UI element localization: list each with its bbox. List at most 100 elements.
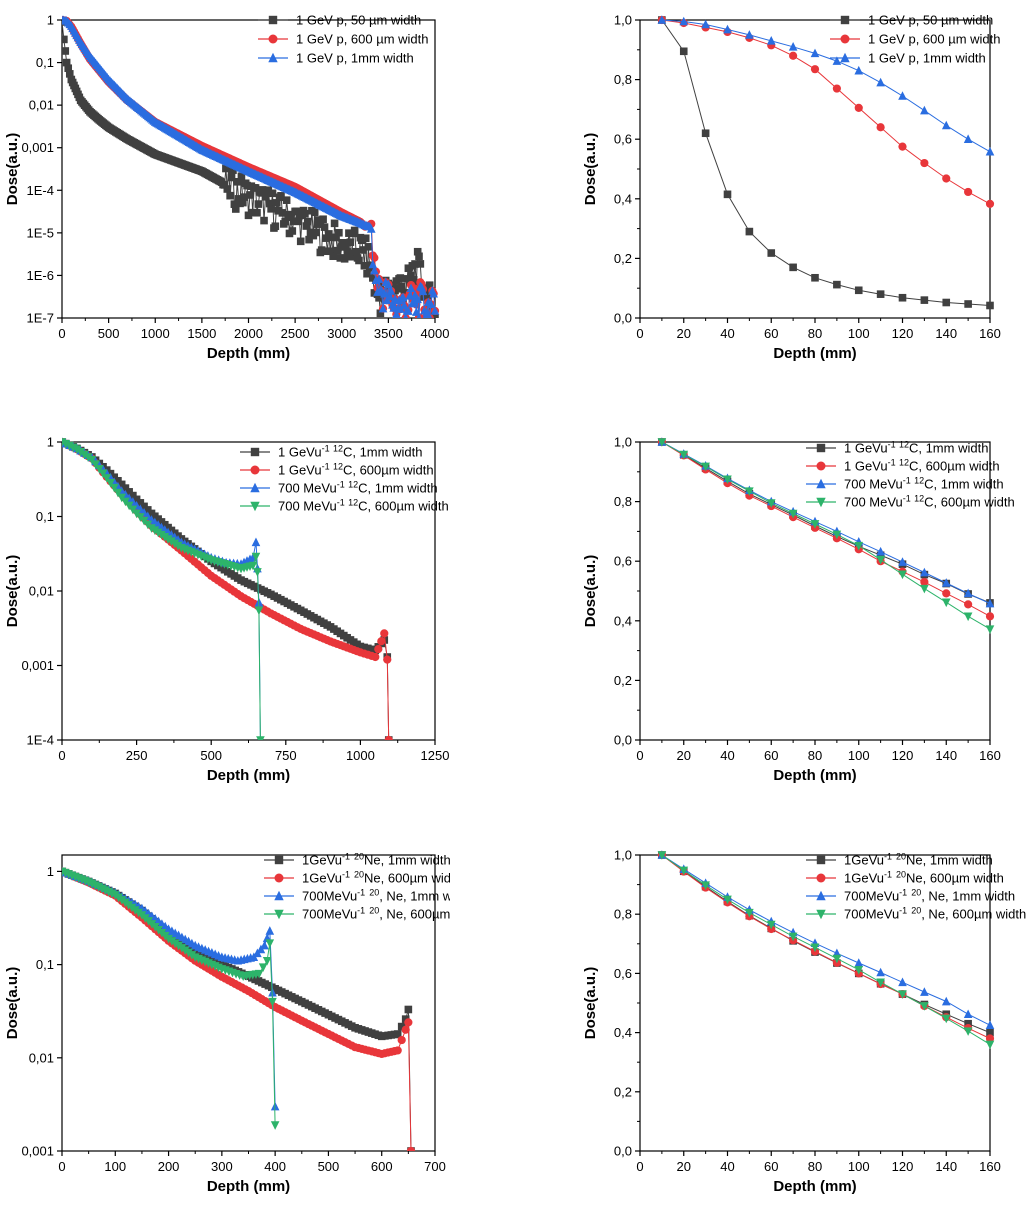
data-point	[76, 448, 85, 457]
data-point	[854, 286, 863, 295]
data-point	[986, 301, 994, 310]
data-point	[920, 1002, 929, 1011]
data-point	[941, 1014, 951, 1024]
data-point	[963, 1009, 973, 1019]
data-point	[102, 474, 112, 483]
data-point	[147, 524, 156, 533]
x-tick-label: 100	[848, 748, 870, 763]
data-point	[876, 290, 885, 298]
x-tick-label: 700	[424, 1159, 446, 1174]
data-point	[898, 91, 907, 100]
x-tick-label: 0	[636, 1159, 643, 1174]
legend-label: 700MeVu-120, Ne, 600µm width	[302, 906, 450, 922]
data-point	[244, 211, 253, 220]
data-point	[227, 173, 236, 182]
data-point	[723, 190, 732, 199]
data-point	[920, 577, 929, 587]
x-tick-label: 0	[636, 326, 643, 341]
x-tick-label: 3000	[327, 326, 356, 341]
data-point	[153, 528, 163, 538]
legend-label: 700 MeVu-1 12C, 1mm width	[278, 480, 438, 496]
legend-label: 1 GeV p, 50 µm width	[296, 13, 421, 28]
data-point	[406, 1146, 416, 1151]
legend-marker	[840, 52, 850, 63]
data-point	[985, 146, 995, 156]
x-tick-label: 160	[979, 1159, 1001, 1174]
data-point	[305, 235, 313, 244]
x-tick-label: 2000	[234, 326, 263, 341]
x-tick-label: 1500	[187, 326, 216, 341]
data-point	[679, 866, 689, 876]
chart-c-log: 0 250 500 750 1000 1250 1E-4 0,001 0,01 0,1 1 Depth…	[4, 435, 449, 785]
x-tick-label: 500	[200, 748, 222, 763]
data-point	[72, 445, 82, 455]
x-tick-label: 60	[764, 748, 778, 763]
data-point	[745, 30, 754, 39]
y-tick-label: 1E-4	[27, 733, 54, 748]
data-point	[898, 557, 907, 566]
data-point	[260, 940, 269, 950]
data-point	[363, 269, 371, 278]
y-tick-label: 1,0	[614, 848, 632, 863]
legend-label: 1 GeV p, 1mm width	[296, 51, 414, 66]
data-point	[409, 297, 418, 306]
legend-marker	[840, 34, 850, 44]
data-point	[963, 588, 973, 598]
x-tick-label: 60	[764, 1159, 778, 1174]
legend-label: 1GeVu-1 20Ne, 1mm width	[302, 852, 450, 868]
data-point	[65, 70, 74, 78]
x-tick-label: 250	[126, 748, 148, 763]
y-tick-label: 0,01	[29, 584, 54, 599]
series-line	[661, 854, 991, 1045]
data-point	[420, 291, 429, 300]
y-tick-label: 0,001	[21, 658, 54, 673]
data-point	[281, 217, 290, 226]
data-point	[985, 612, 995, 621]
x-tick-label: 100	[848, 326, 870, 341]
data-point	[942, 589, 951, 598]
data-point	[657, 438, 667, 447]
legend-label: 1 GeVu-1 12C, 600µm width	[844, 458, 1000, 474]
data-point	[340, 255, 349, 263]
data-point	[963, 612, 973, 622]
data-point	[832, 530, 842, 540]
data-point	[942, 174, 951, 183]
data-point	[397, 1022, 406, 1031]
legend-marker	[268, 52, 278, 63]
y-axis-label: Dose(a.u.)	[582, 555, 599, 628]
x-tick-label: 500	[98, 326, 120, 341]
data-point	[413, 294, 422, 304]
data-point	[788, 932, 798, 942]
data-point	[251, 552, 261, 562]
x-tick-label: 750	[275, 748, 297, 763]
y-tick-label: 0,0	[614, 311, 632, 326]
data-point	[240, 193, 249, 201]
data-point	[378, 303, 388, 313]
data-point	[854, 103, 863, 113]
series-line	[661, 19, 991, 153]
data-point	[383, 655, 392, 664]
data-point	[312, 228, 320, 237]
data-point	[230, 200, 239, 208]
data-point	[80, 450, 89, 460]
x-tick-label: 2500	[281, 326, 310, 341]
data-point	[942, 298, 951, 307]
data-point	[920, 158, 929, 168]
data-point	[876, 123, 885, 132]
data-point	[413, 247, 422, 256]
data-point	[920, 105, 929, 115]
x-tick-label: 4000	[421, 326, 450, 341]
data-point	[350, 226, 359, 235]
data-point	[98, 469, 108, 479]
legend-label: 1GeVu-1 20Ne, 1mm width	[844, 852, 993, 868]
x-tick-label: 140	[935, 1159, 957, 1174]
legend-marker	[250, 447, 260, 457]
data-point	[343, 248, 352, 256]
data-point	[385, 291, 395, 301]
legend-label: 700 MeVu-1 12C, 600µm width	[278, 498, 449, 514]
data-point	[368, 259, 378, 269]
data-point	[253, 208, 261, 217]
data-point	[386, 286, 396, 295]
y-tick-label: 0,001	[21, 140, 54, 155]
